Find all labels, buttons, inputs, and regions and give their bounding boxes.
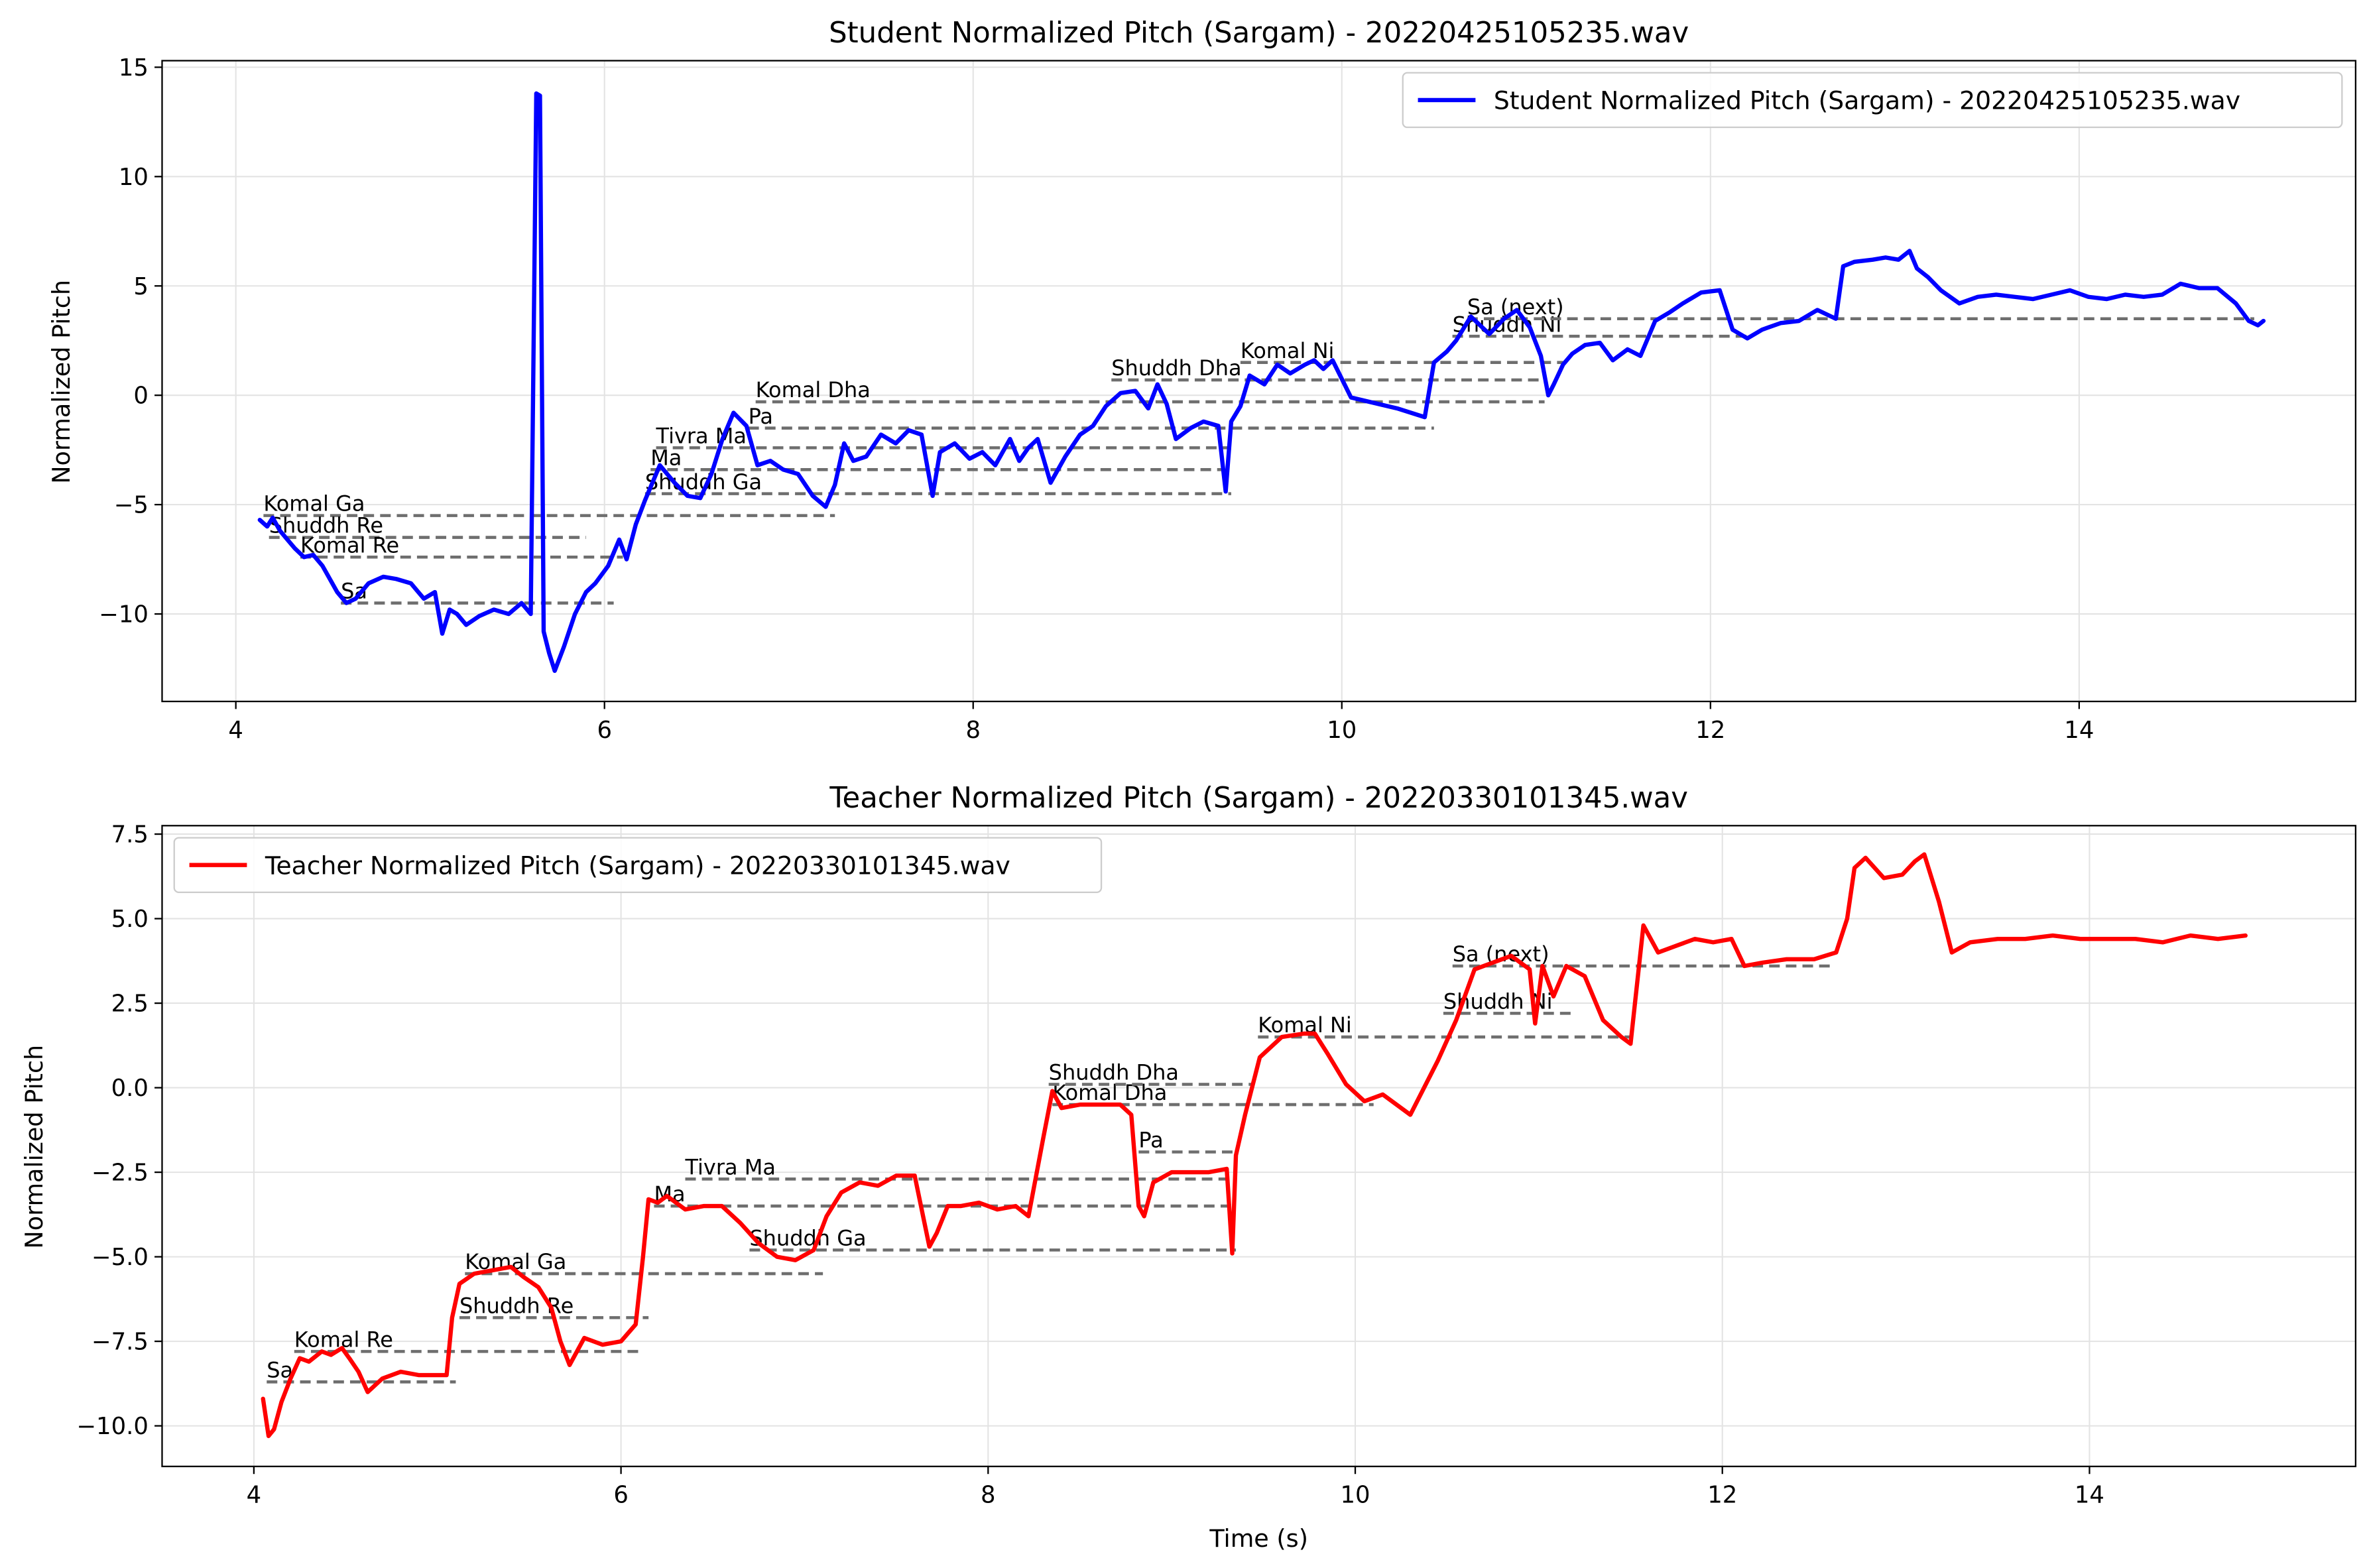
note-label: Shuddh Re: [269, 513, 383, 538]
y-tick-label: 15: [119, 54, 149, 82]
note-label: Tivra Ma: [685, 1154, 776, 1179]
x-axis-ticks: 4 6 8 10 12 14: [247, 1466, 2104, 1509]
note-label: Komal Ga: [263, 491, 365, 516]
plot-frame: [161, 825, 2357, 1467]
plot-frame: [161, 60, 2357, 703]
x-tick-label: 4: [247, 1482, 262, 1509]
note-label: Tivra Ma: [656, 423, 747, 448]
series-group: [261, 852, 2248, 1439]
y-axis-ticks: −10.0 −7.5 −5.0 −2.5 0.0 2.5 5.0 7.5: [76, 821, 162, 1440]
y-tick-label: 2.5: [111, 991, 149, 1018]
legend: Student Normalized Pitch (Sargam) - 2022…: [1402, 72, 2343, 129]
series-line: [261, 852, 2248, 1439]
legend-box: [173, 837, 1103, 894]
x-axis-ticks: 4 6 8 10 12 14: [228, 701, 2094, 744]
x-tick-label: 8: [965, 717, 981, 744]
x-tick-label: 4: [228, 717, 243, 744]
legend-label: Teacher Normalized Pitch (Sargam) - 2022…: [265, 851, 1010, 880]
legend: Teacher Normalized Pitch (Sargam) - 2022…: [173, 837, 1103, 894]
y-tick-label: 0: [133, 383, 149, 410]
y-tick-label: 0.0: [111, 1075, 149, 1102]
y-axis-label: Normalized Pitch: [47, 280, 76, 484]
y-axis-label: Normalized Pitch: [20, 1045, 48, 1249]
legend-label: Student Normalized Pitch (Sargam) - 2022…: [1494, 86, 2240, 115]
note-label: Komal Re: [300, 532, 399, 558]
note-label: Pa: [749, 404, 773, 429]
x-tick-label: 12: [1707, 1482, 1737, 1509]
panel-title: Teacher Normalized Pitch (Sargam) - 2022…: [829, 782, 1688, 815]
y-tick-label: −10.0: [76, 1413, 149, 1440]
x-axis-label: Time (s): [1209, 1524, 1308, 1553]
y-tick-label: −5.0: [91, 1244, 149, 1271]
series-group: [257, 91, 2266, 674]
y-tick-label: −5: [114, 492, 149, 519]
x-tick-label: 10: [1327, 717, 1357, 744]
y-axis-ticks: −10 −5 0 5 10 15: [99, 54, 162, 629]
student-pitch-panel: Student Normalized Pitch (Sargam) - 2022…: [47, 17, 2357, 744]
grid: [162, 825, 2356, 1467]
series-line: [257, 91, 2266, 674]
x-tick-label: 14: [2075, 1482, 2104, 1509]
legend-box: [1402, 72, 2343, 129]
x-tick-label: 6: [613, 1482, 629, 1509]
note-label: Shuddh Re: [459, 1294, 574, 1319]
x-tick-label: 14: [2064, 717, 2094, 744]
panel-title: Student Normalized Pitch (Sargam) - 2022…: [829, 17, 1689, 50]
note-label: Ma: [650, 445, 682, 470]
note-label: Pa: [1138, 1128, 1163, 1153]
x-tick-label: 6: [597, 717, 612, 744]
note-label: Komal Dha: [756, 377, 871, 402]
y-tick-label: 10: [119, 164, 149, 191]
y-tick-label: −7.5: [91, 1329, 149, 1356]
y-tick-label: 5.0: [111, 906, 149, 933]
y-tick-label: −10: [99, 601, 149, 629]
x-tick-label: 12: [1695, 717, 1725, 744]
y-tick-label: −2.5: [91, 1160, 149, 1187]
y-tick-label: 5: [133, 273, 149, 300]
note-label: Shuddh Dha: [1111, 355, 1241, 381]
x-tick-label: 10: [1340, 1482, 1370, 1509]
x-tick-label: 8: [981, 1482, 996, 1509]
note-label: Sa (next): [1467, 294, 1564, 320]
teacher-pitch-panel: Teacher Normalized Pitch (Sargam) - 2022…: [20, 782, 2357, 1553]
note-label: Shuddh Dha: [1049, 1060, 1179, 1085]
note-label: Shuddh Ga: [749, 1226, 866, 1251]
note-label: Sa (next): [1453, 941, 1549, 967]
note-label: Komal Ni: [1241, 338, 1335, 363]
y-tick-label: 7.5: [111, 821, 149, 849]
